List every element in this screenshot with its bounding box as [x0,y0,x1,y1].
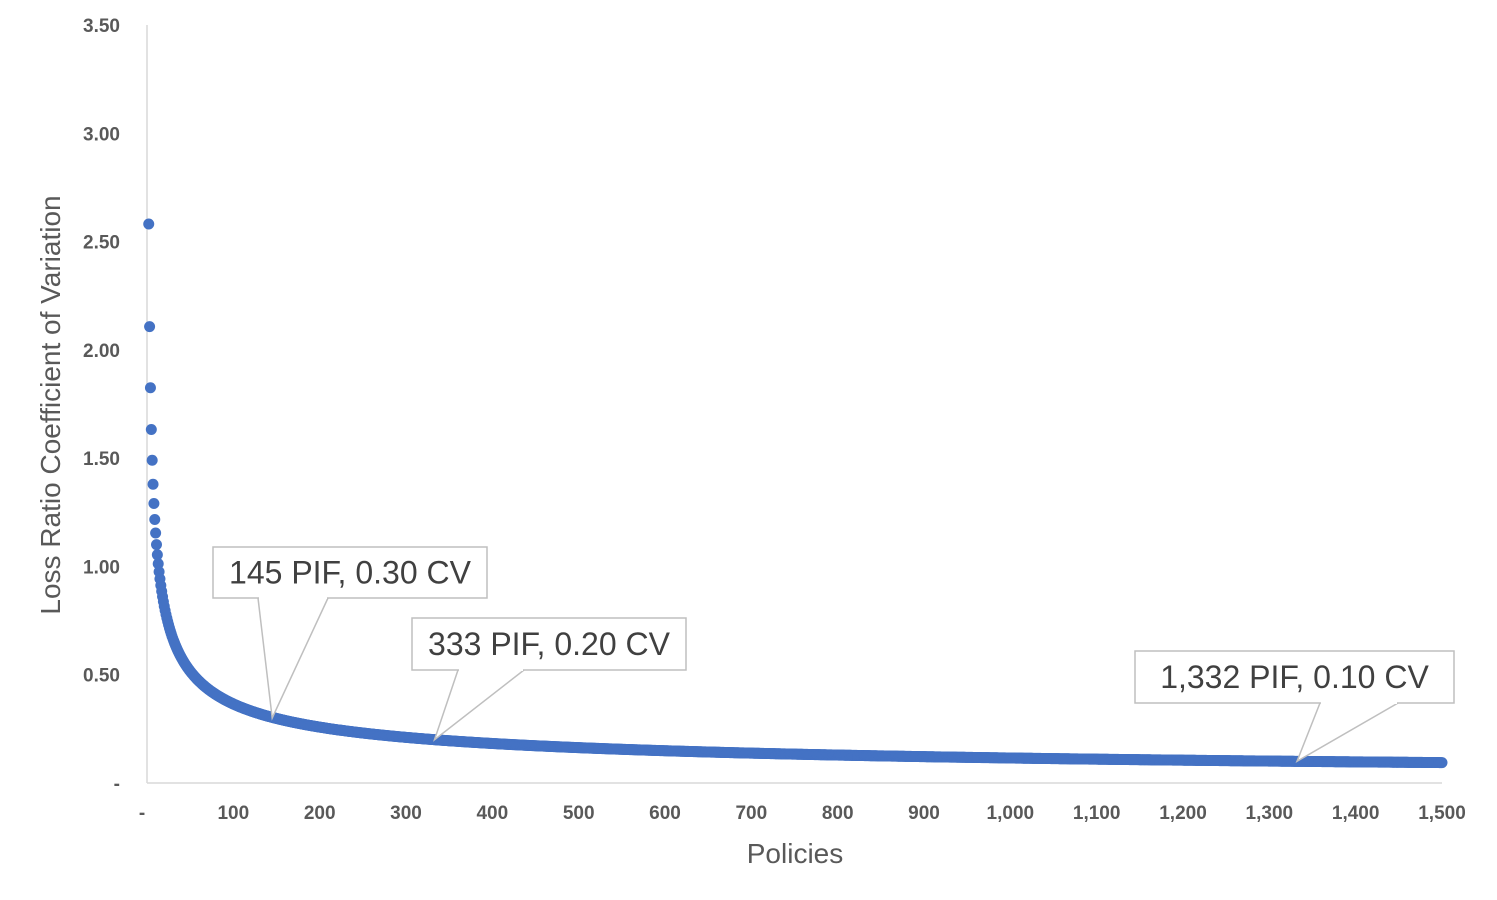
data-point [1436,757,1448,769]
x-tick-label: 1,500 [1418,803,1466,824]
y-tick-label: 3.00 [83,124,120,145]
callout-label: 1,332 PIF, 0.10 CV [1160,659,1429,695]
x-tick-label: 1,400 [1332,803,1380,824]
data-point [144,382,156,394]
data-point [143,218,155,230]
y-tick-label: 0.50 [83,666,120,687]
x-tick-label: 1,100 [1073,803,1121,824]
x-tick-label: 500 [563,803,595,824]
y-tick-label: - [114,774,120,795]
callout-pointer [432,669,525,742]
data-series [143,218,1448,769]
x-tick-label: 1,300 [1246,803,1294,824]
x-tick-label: 700 [735,803,767,824]
data-point [145,423,157,435]
y-tick-label: 3.50 [83,16,120,37]
callout-pointer [1295,702,1399,764]
y-axis-title: Loss Ratio Coefficient of Variation [35,195,66,614]
x-tick-label: 1,200 [1159,803,1207,824]
axes [146,25,1442,784]
callout-box [212,546,488,599]
data-point [151,539,162,551]
data-point [144,321,156,333]
callout: 1,332 PIF, 0.10 CV [1134,650,1455,764]
data-point [147,478,159,490]
callout: 145 PIF, 0.30 CV [212,546,488,721]
x-tick-label: 900 [908,803,940,824]
y-tick-label: 2.00 [83,341,120,362]
x-tick-label: 800 [822,803,854,824]
y-axis-ticks: - 0.50 1.00 1.50 2.00 2.50 3.00 3.50 [83,16,120,795]
data-point [151,549,163,561]
callout-label: 333 PIF, 0.20 CV [428,626,671,662]
data-point [148,498,160,510]
x-tick-label: 1,000 [987,803,1035,824]
x-tick-label: - [139,803,145,824]
callout-box [1134,650,1455,704]
callout: 333 PIF, 0.20 CV [411,617,687,742]
data-point [152,558,164,570]
x-tick-label: 400 [476,803,508,824]
y-tick-label: 2.50 [83,233,120,254]
data-point [146,454,158,466]
y-tick-label: 1.00 [83,557,120,578]
y-tick-label: 1.50 [83,449,120,470]
data-point [149,514,161,525]
x-tick-label: 200 [304,803,336,824]
x-tick-label: 600 [649,803,681,824]
callouts: 145 PIF, 0.30 CV 333 PIF, 0.20 CV 1,332 PI… [212,546,1455,764]
x-axis-title: Policies [747,838,843,869]
x-tick-label: 300 [390,803,422,824]
callout-box [411,617,687,671]
x-axis-ticks: - 100 200 300 400 500 600 700 800 900 1,000 1,100 1,… [139,803,1466,824]
callout-pointer [257,597,329,721]
data-point [150,527,162,539]
callout-label: 145 PIF, 0.30 CV [229,555,472,591]
x-tick-label: 100 [217,803,249,824]
